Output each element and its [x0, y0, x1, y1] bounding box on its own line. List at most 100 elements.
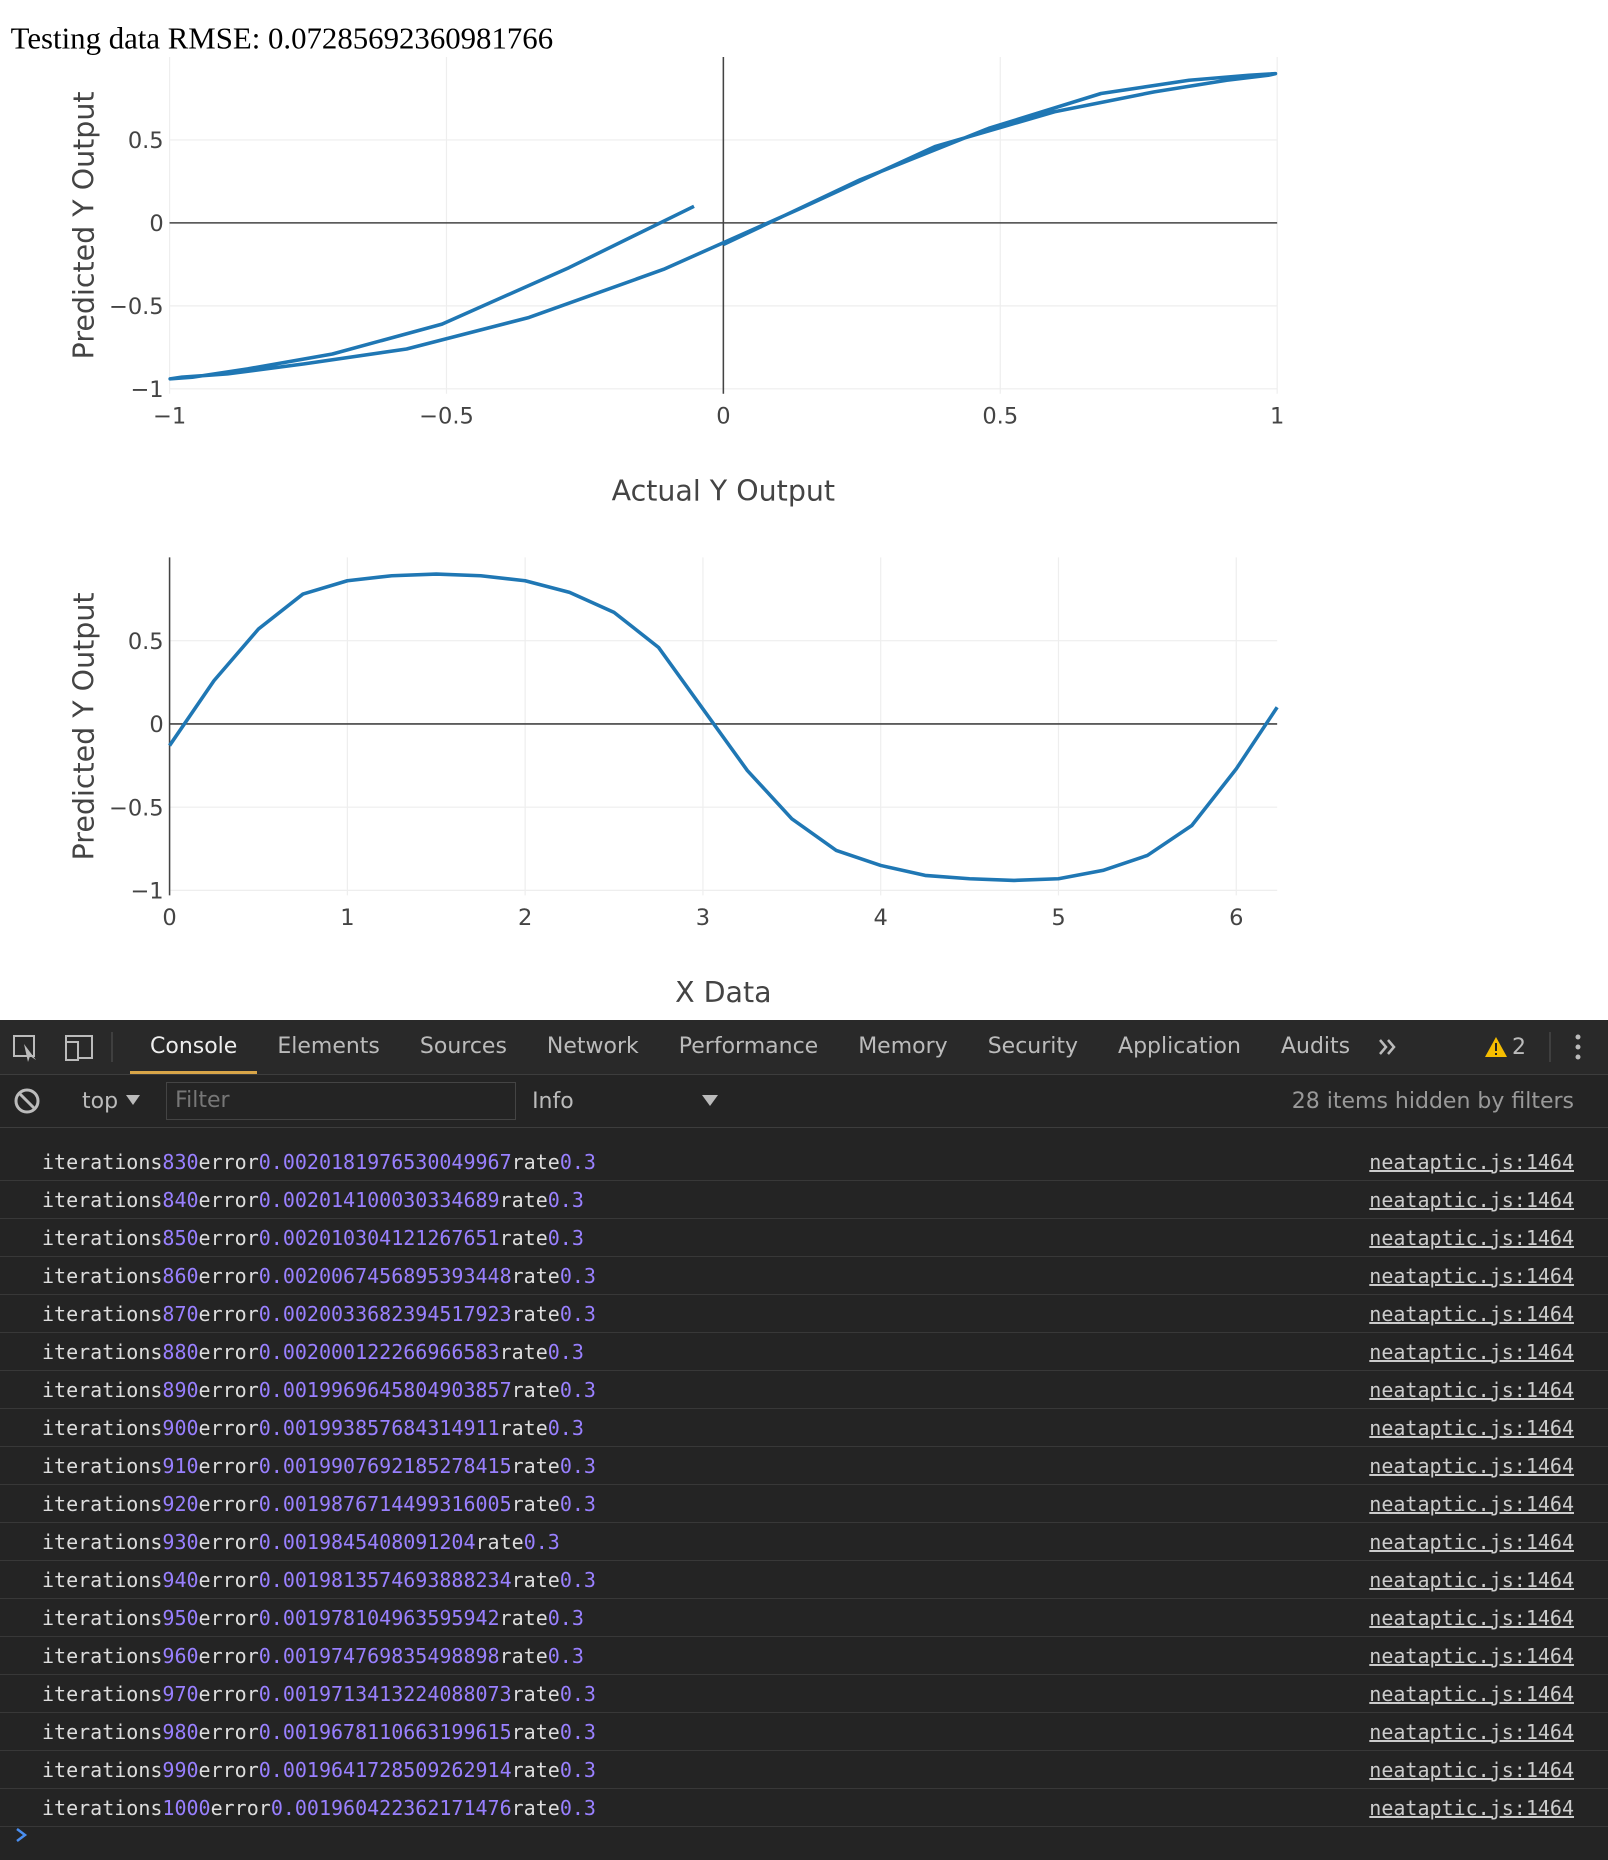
source-link[interactable]: neatаptic.js:1464 [1369, 1453, 1574, 1478]
devtools-icons[interactable] [0, 1020, 130, 1074]
tab[interactable]: Sources [419, 1034, 507, 1059]
tab[interactable]: Application [1118, 1034, 1241, 1059]
tab[interactable]: Audits [1280, 1034, 1351, 1059]
source-link[interactable]: neatаptic.js:1464 [1369, 1757, 1574, 1782]
x-axis-title: X Data [675, 976, 771, 1009]
tab[interactable]: Performance [678, 1034, 819, 1059]
log-rate: 0.3 [559, 1453, 596, 1478]
log-error: 0.0019813574693888234 [258, 1567, 512, 1592]
log-error: 0.0019876714499316005 [258, 1491, 512, 1516]
log-error: 0.0019969645804903857 [258, 1377, 512, 1402]
log-word: error [198, 1643, 259, 1668]
y-tick-label: 0 [149, 712, 163, 738]
more-tabs[interactable] [1370, 1020, 1410, 1074]
log-word: rate [499, 1339, 548, 1364]
log-row: iterations 960 error 0.00197476983549889… [0, 1637, 1608, 1675]
y-tick-label: −0.5 [109, 294, 164, 320]
log-row: iterations 990 error 0.00196417285092629… [0, 1751, 1608, 1789]
y-tick-label: 0.5 [128, 128, 164, 154]
log-iterations: 960 [162, 1643, 199, 1668]
log-error: 0.001978104963595942 [258, 1605, 500, 1630]
log-word: error [198, 1757, 259, 1782]
log-rate: 0.3 [547, 1187, 584, 1212]
source-link[interactable]: neatаptic.js:1464 [1369, 1491, 1574, 1516]
log-word: error [198, 1719, 259, 1744]
log-word: rate [511, 1795, 560, 1820]
log-error: 0.002014100030334689 [258, 1187, 500, 1212]
source-link[interactable]: neatаptic.js:1464 [1369, 1301, 1574, 1326]
source-link[interactable]: neatаptic.js:1464 [1369, 1605, 1574, 1630]
warning-count[interactable]: 2 [1512, 1034, 1526, 1060]
log-iterations: 860 [162, 1263, 199, 1288]
source-link[interactable]: neatаptic.js:1464 [1369, 1377, 1574, 1402]
console-toolbar: top Filter Info 28 items hidden by filte… [0, 1075, 1608, 1128]
log-row: iterations 930 error 0.0019845408091204 … [0, 1523, 1608, 1561]
source-link[interactable]: neatаptic.js:1464 [1369, 1415, 1574, 1440]
log-row: iterations 870 error 0.00200336823945179… [0, 1295, 1608, 1333]
prompt[interactable] [12, 1825, 32, 1849]
log-word: error [198, 1529, 259, 1554]
console-rows: iterations 830 error 0.00201819765300499… [0, 1143, 1608, 1827]
line-series [168, 71, 1278, 381]
log-rate: 0.3 [559, 1719, 596, 1744]
log-row: iterations 900 error 0.00199385768431491… [0, 1409, 1608, 1447]
log-word: rate [499, 1415, 548, 1440]
log-word: rate [499, 1605, 548, 1630]
x-tick-label: 0 [162, 905, 176, 931]
source-link[interactable]: neatаptic.js:1464 [1369, 1149, 1574, 1174]
log-word: error [198, 1605, 259, 1630]
log-error: 0.0020067456895393448 [258, 1263, 512, 1288]
x-tick-label: 2 [518, 905, 532, 931]
tab[interactable]: Elements [277, 1034, 380, 1059]
source-link[interactable]: neatаptic.js:1464 [1369, 1719, 1574, 1744]
source-link[interactable]: neatаptic.js:1464 [1369, 1681, 1574, 1706]
x-tick-label: 1 [1270, 403, 1284, 429]
y-axis-title: Predicted Y Output [68, 91, 101, 359]
y-tick-label: −1 [130, 377, 163, 403]
source-link[interactable]: neatаptic.js:1464 [1369, 1187, 1574, 1212]
source-link[interactable]: neatаptic.js:1464 [1369, 1567, 1574, 1592]
log-word: rate [499, 1187, 548, 1212]
log-word: iterations [42, 1263, 163, 1288]
log-rate: 0.3 [559, 1795, 596, 1820]
log-word: error [198, 1377, 259, 1402]
log-word: rate [511, 1149, 560, 1174]
log-rate: 0.3 [559, 1567, 596, 1592]
source-link[interactable]: neatаptic.js:1464 [1369, 1643, 1574, 1668]
tab[interactable]: Console [130, 1020, 258, 1074]
menu[interactable] [1548, 1020, 1608, 1074]
clear-console[interactable] [0, 1075, 56, 1127]
log-word: iterations [42, 1377, 163, 1402]
source-link[interactable]: neatаptic.js:1464 [1369, 1529, 1574, 1554]
tab[interactable]: Memory [858, 1034, 948, 1059]
tab[interactable]: Network [546, 1034, 639, 1059]
charts: Testing data RMSE: 0.07285692360981766 −… [11, 22, 1285, 1009]
log-word: error [198, 1301, 259, 1326]
log-rate: 0.3 [523, 1529, 560, 1554]
log-error: 0.0019845408091204 [258, 1529, 476, 1554]
source-link[interactable]: neatаptic.js:1464 [1369, 1225, 1574, 1250]
level-select[interactable]: Info [532, 1088, 574, 1114]
log-iterations: 840 [162, 1187, 199, 1212]
source-link[interactable]: neatаptic.js:1464 [1369, 1339, 1574, 1364]
tab[interactable]: Security [987, 1034, 1079, 1059]
x-tick-label: 1 [340, 905, 354, 931]
log-iterations: 880 [162, 1339, 199, 1364]
log-word: error [198, 1491, 259, 1516]
log-rate: 0.3 [559, 1681, 596, 1706]
source-link[interactable]: neatаptic.js:1464 [1369, 1263, 1574, 1288]
y-axis-title: Predicted Y Output [68, 592, 101, 860]
log-word: rate [499, 1643, 548, 1668]
log-word: rate [511, 1301, 560, 1326]
warning-icon[interactable] [1484, 1035, 1508, 1059]
log-iterations: 950 [162, 1605, 199, 1630]
log-word: error [198, 1339, 259, 1364]
filter-input[interactable]: Filter [166, 1082, 517, 1120]
log-word: rate [511, 1263, 560, 1288]
log-rate: 0.3 [559, 1757, 596, 1782]
log-error: 0.001993857684314911 [258, 1415, 500, 1440]
source-link[interactable]: neatаptic.js:1464 [1369, 1795, 1574, 1820]
context-select[interactable]: top [82, 1088, 119, 1114]
log-word: rate [475, 1529, 524, 1554]
log-error: 0.0019641728509262914 [258, 1757, 512, 1782]
